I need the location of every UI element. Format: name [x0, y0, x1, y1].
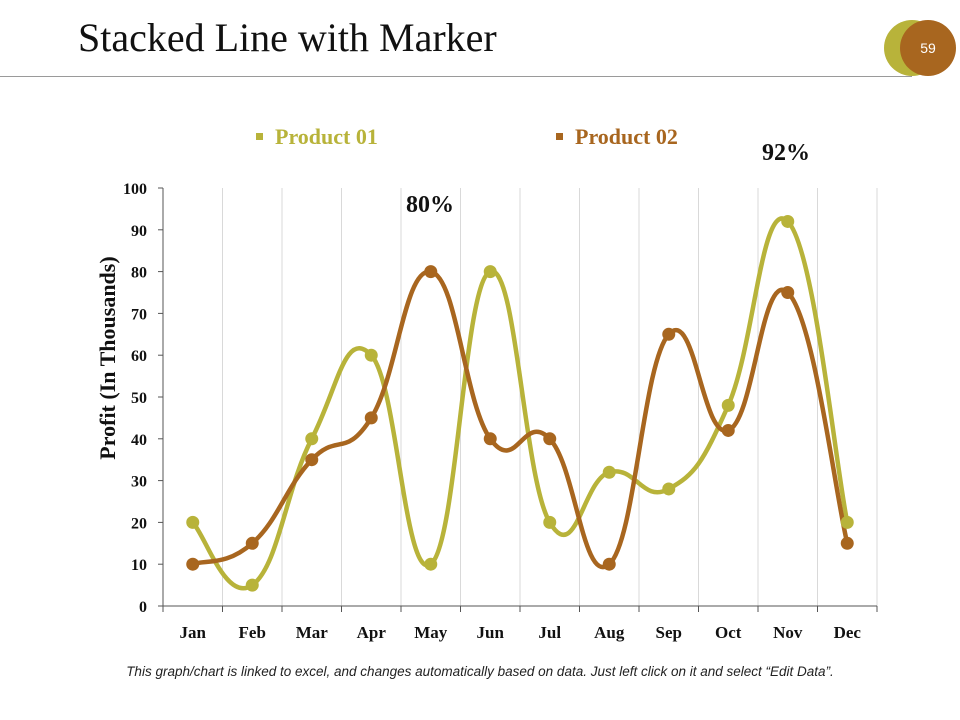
x-tick-label: Jul [538, 623, 561, 642]
y-tick-label: 90 [131, 223, 147, 240]
data-point-product-02 [364, 411, 378, 425]
y-tick-label: 10 [131, 557, 147, 574]
page-title: Stacked Line with Marker [78, 15, 497, 60]
data-point-product-01 [305, 432, 319, 446]
x-tick-label: Jun [477, 623, 505, 642]
x-tick-label: Feb [239, 623, 266, 642]
data-point-product-01 [602, 465, 616, 479]
legend-item-product-02: Product 02 [556, 124, 678, 150]
data-point-product-02 [305, 453, 319, 467]
data-point-product-01 [364, 348, 378, 362]
data-point-product-02 [483, 432, 497, 446]
data-point-product-01 [721, 398, 735, 412]
data-point-product-02 [840, 536, 854, 550]
y-tick-label: 0 [139, 599, 147, 616]
y-tick-label: 30 [131, 474, 147, 491]
data-point-product-02 [186, 557, 200, 571]
data-point-product-02 [721, 423, 735, 437]
y-tick-label: 40 [131, 432, 147, 449]
data-point-product-01 [840, 515, 854, 529]
title-divider [0, 76, 912, 77]
page-number-badge: 59 [900, 20, 956, 76]
y-tick-label: 20 [131, 515, 147, 532]
y-tick-label: 100 [123, 181, 147, 198]
x-tick-label: Dec [834, 623, 862, 642]
legend-marker-product-02 [556, 133, 563, 141]
data-point-product-02 [781, 286, 795, 299]
legend-label-product-02: Product 02 [575, 124, 678, 149]
data-point-product-01 [543, 515, 557, 529]
data-point-product-02 [543, 432, 557, 446]
data-point-product-01 [662, 482, 676, 496]
callout-nov: 92% [762, 140, 810, 166]
y-tick-label: 70 [131, 306, 147, 323]
legend-marker-product-01 [256, 133, 263, 141]
x-tick-label: Nov [773, 623, 803, 642]
x-tick-label: Oct [715, 623, 742, 642]
x-tick-label: Aug [594, 623, 625, 642]
x-tick-label: Mar [296, 623, 329, 642]
legend-label-product-01: Product 01 [275, 124, 378, 149]
data-point-product-01 [781, 214, 795, 228]
y-tick-label: 60 [131, 348, 147, 365]
data-point-product-02 [424, 265, 438, 279]
x-tick-label: Apr [357, 623, 387, 642]
x-tick-label: Jan [180, 623, 207, 642]
data-point-product-02 [602, 557, 616, 571]
legend-item-product-01: Product 01 [256, 124, 378, 150]
data-point-product-01 [424, 557, 438, 571]
data-point-product-02 [245, 536, 259, 550]
x-tick-label: Sep [656, 623, 682, 642]
data-point-product-01 [245, 578, 259, 592]
y-tick-label: 50 [131, 390, 147, 407]
x-tick-label: May [414, 623, 448, 642]
data-point-product-02 [662, 327, 676, 341]
y-tick-label: 80 [131, 265, 147, 282]
callout-may: 80% [406, 192, 454, 218]
data-point-product-01 [186, 515, 200, 529]
data-point-product-01 [483, 265, 497, 279]
footnote: This graph/chart is linked to excel, and… [126, 664, 834, 679]
